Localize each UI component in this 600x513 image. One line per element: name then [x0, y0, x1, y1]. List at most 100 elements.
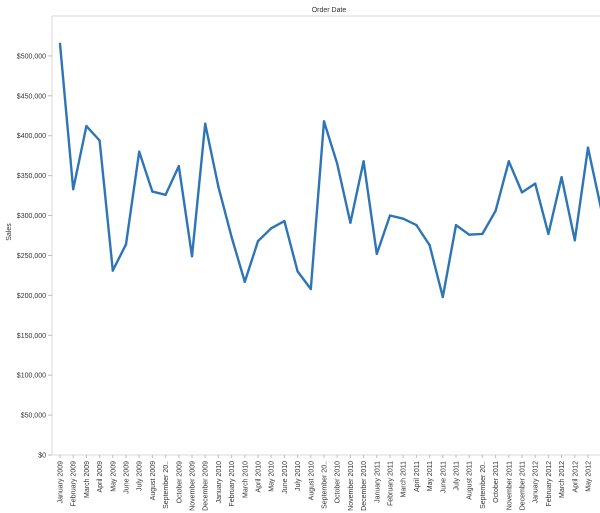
data-point	[586, 146, 590, 149]
x-tick-label: April 2011	[414, 461, 421, 492]
data-point	[177, 164, 180, 168]
data-point	[375, 252, 378, 256]
data-point	[349, 221, 352, 224]
x-tick-label: April 2009	[97, 461, 104, 493]
data-point	[151, 190, 154, 193]
x-tick-label: February 2012	[546, 461, 553, 507]
x-tick-label: October 2011	[493, 461, 500, 503]
x-tick-label: March 2011	[401, 461, 408, 498]
data-point	[362, 160, 365, 163]
x-tick-label: August 2011	[467, 461, 474, 500]
data-point	[415, 223, 418, 227]
x-tick-label: June 2009	[124, 461, 131, 494]
x-tick-label: February 2009	[71, 461, 78, 507]
x-tick-label: October 2009	[176, 461, 183, 504]
data-point	[402, 217, 405, 220]
data-point	[111, 269, 115, 272]
data-point	[507, 160, 510, 163]
y-tick-label: $50,000	[21, 413, 46, 420]
data-point	[230, 235, 233, 239]
data-point	[296, 270, 299, 273]
x-tick-label: November 2011	[506, 461, 513, 510]
data-point	[441, 295, 444, 299]
data-point	[190, 255, 194, 258]
x-tick-label: January 2010	[216, 461, 223, 504]
data-point	[243, 280, 246, 283]
data-point	[98, 139, 101, 142]
data-point	[72, 188, 75, 191]
data-point	[58, 42, 62, 46]
x-tick-label: December 2011	[520, 461, 527, 510]
x-tick-label: February 2010	[229, 461, 236, 507]
x-tick-label: May 2011	[427, 461, 434, 491]
sales-line	[58, 42, 600, 299]
y-tick-label: $100,000	[17, 373, 46, 380]
x-tick-label: September 20..	[163, 461, 170, 509]
data-point	[468, 233, 471, 236]
x-tick-label: June 2010	[282, 461, 289, 494]
x-tick-label: August 2009	[150, 461, 157, 500]
y-tick-label: $200,000	[17, 293, 46, 300]
data-point	[388, 214, 392, 217]
x-tick-label: December 2009	[203, 461, 210, 511]
data-point	[336, 162, 339, 165]
data-point	[217, 185, 220, 189]
data-point	[283, 219, 286, 223]
x-tick-label: February 2011	[388, 461, 395, 506]
x-tick-label: July 2009	[137, 461, 144, 491]
x-tick-label: June 2011	[440, 461, 447, 493]
data-point	[322, 120, 326, 123]
y-tick-label: $400,000	[17, 133, 46, 140]
data-point	[560, 176, 563, 179]
data-point	[494, 209, 497, 212]
data-point	[138, 150, 141, 153]
x-tick-label: November 2010	[348, 461, 355, 511]
x-tick-label: March 2009	[84, 461, 91, 498]
x-tick-label: January 2009	[58, 461, 65, 504]
data-point	[309, 287, 312, 291]
y-tick-label: $0	[38, 453, 46, 460]
x-tick-label: May 2010	[269, 461, 276, 492]
x-tick-label: July 2011	[454, 461, 461, 491]
data-point	[204, 122, 207, 125]
data-point	[124, 243, 128, 246]
data-point	[534, 182, 537, 185]
x-tick-label: March 2010	[242, 461, 249, 498]
x-tick-label: October 2010	[335, 461, 342, 504]
x-tick-label: September 20..	[322, 461, 329, 509]
data-point	[547, 232, 550, 236]
x-tick-label: April 2010	[256, 461, 263, 493]
y-tick-label: $250,000	[17, 253, 46, 260]
x-tick-label: April 2012	[572, 461, 579, 493]
data-point	[481, 232, 484, 236]
chart-title: Order Date	[312, 7, 347, 14]
data-point	[85, 124, 88, 128]
x-tick-label: January 2011	[374, 461, 381, 503]
x-tick-label: December 2010	[361, 461, 368, 511]
x-tick-label: November 2009	[190, 461, 197, 511]
x-axis-ticks: January 2009 February 2009 March 2009 April…	[58, 455, 593, 511]
data-point	[164, 193, 167, 196]
data-point	[270, 227, 273, 230]
data-point	[520, 191, 524, 194]
x-tick-label: March 2012	[559, 461, 566, 498]
y-axis-label: Sales	[6, 223, 13, 241]
data-point	[573, 239, 576, 242]
x-tick-label: July 2010	[295, 461, 302, 491]
x-tick-label: May 2009	[110, 461, 117, 492]
x-tick-label: January 2012	[533, 461, 540, 504]
series-layer	[58, 42, 600, 299]
y-axis-ticks: $0 $50,000 $100,000 $150,000 $200,000 $250,00…	[17, 53, 52, 460]
data-point	[454, 223, 458, 227]
y-tick-label: $150,000	[17, 333, 46, 340]
y-tick-label: $300,000	[17, 213, 46, 220]
data-point	[256, 239, 260, 243]
y-tick-label: $500,000	[17, 53, 46, 60]
y-tick-label: $450,000	[17, 93, 46, 100]
x-tick-label: August 2010	[308, 461, 315, 500]
x-tick-label: May 2012	[586, 461, 593, 492]
data-point	[428, 243, 431, 247]
y-tick-label: $350,000	[17, 173, 46, 180]
x-tick-label: September 20..	[480, 461, 487, 509]
